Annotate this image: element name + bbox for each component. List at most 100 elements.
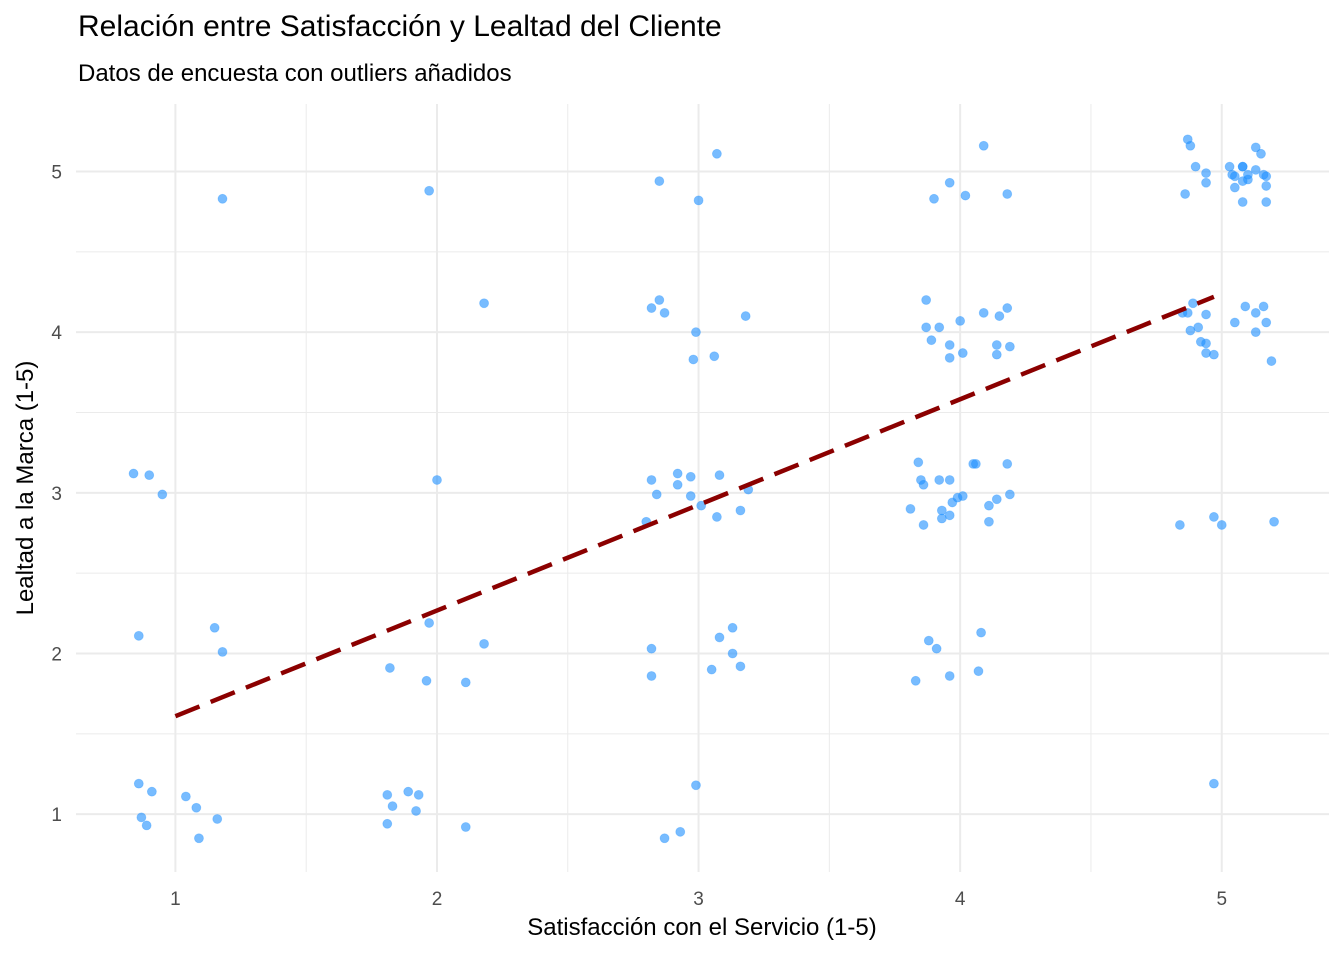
- data-point: [1256, 148, 1266, 159]
- data-point: [1002, 458, 1013, 469]
- data-point: [685, 471, 696, 482]
- data-point: [696, 500, 707, 511]
- data-point: [1201, 168, 1211, 178]
- data-point: [913, 457, 924, 468]
- data-point: [432, 475, 442, 485]
- data-point: [1237, 197, 1248, 207]
- data-point: [1261, 181, 1272, 191]
- data-point: [944, 671, 955, 681]
- data-point: [957, 348, 968, 358]
- data-point: [1174, 520, 1185, 530]
- data-point: [944, 352, 955, 363]
- data-point: [646, 671, 657, 681]
- data-point: [1002, 189, 1013, 199]
- x-tick-label: 3: [693, 889, 704, 910]
- y-tick-label: 1: [51, 805, 62, 826]
- data-point: [1188, 298, 1198, 309]
- trend-line: [174, 294, 1215, 719]
- data-point: [1209, 778, 1219, 789]
- data-point: [387, 801, 398, 812]
- data-point: [1201, 348, 1211, 358]
- data-point: [1216, 520, 1227, 530]
- data-point: [929, 193, 939, 204]
- data-point: [1002, 303, 1013, 313]
- y-axis-ticks: 1 2 3 4 5: [51, 162, 62, 826]
- data-point: [691, 780, 701, 791]
- data-point: [1224, 161, 1235, 172]
- data-point: [1201, 338, 1211, 349]
- data-point: [973, 666, 984, 677]
- data-point: [1229, 317, 1240, 328]
- x-tick-label: 5: [1216, 889, 1227, 910]
- data-point: [217, 193, 228, 204]
- data-point: [944, 475, 955, 485]
- data-point: [1250, 142, 1261, 153]
- data-point: [146, 786, 157, 797]
- data-point: [936, 513, 947, 524]
- data-point: [654, 295, 665, 305]
- data-point: [991, 340, 1002, 350]
- y-tick-label: 2: [51, 644, 62, 665]
- data-point: [1261, 171, 1272, 182]
- data-point: [955, 316, 966, 326]
- y-tick-label: 4: [51, 323, 62, 344]
- data-point: [128, 468, 139, 479]
- data-point: [984, 500, 994, 511]
- data-point: [944, 510, 955, 521]
- data-point: [141, 820, 152, 831]
- data-point: [905, 503, 916, 514]
- data-point: [1201, 309, 1211, 320]
- data-point: [688, 354, 699, 365]
- data-point: [646, 303, 657, 313]
- data-point: [994, 311, 1005, 321]
- data-point: [460, 677, 471, 688]
- data-point: [1261, 197, 1272, 207]
- data-point: [957, 491, 968, 501]
- data-point: [706, 664, 717, 675]
- data-point: [709, 351, 720, 362]
- data-point: [978, 307, 989, 318]
- major-gridlines: [76, 104, 1329, 872]
- data-point: [1190, 161, 1201, 172]
- x-tick-label: 2: [432, 889, 443, 910]
- data-point: [479, 298, 489, 309]
- data-point: [1209, 349, 1219, 360]
- data-point: [921, 322, 932, 333]
- data-point: [714, 632, 725, 643]
- data-point: [910, 675, 921, 686]
- data-point: [403, 786, 414, 797]
- chart-subtitle: Datos de encuesta con outliers añadidos: [78, 60, 512, 87]
- data-point: [1261, 317, 1272, 328]
- data-point: [136, 812, 147, 823]
- data-point: [382, 818, 393, 829]
- data-point: [413, 789, 424, 800]
- data-point: [1269, 516, 1279, 527]
- data-point: [944, 177, 955, 188]
- data-point: [934, 475, 945, 485]
- data-point: [411, 806, 421, 816]
- data-point: [918, 520, 929, 530]
- data-point: [1185, 325, 1196, 336]
- data-point: [217, 646, 228, 657]
- data-point: [1266, 356, 1277, 366]
- data-point: [960, 190, 971, 201]
- data-point: [1250, 164, 1261, 175]
- data-point: [651, 489, 662, 500]
- data-point: [931, 643, 942, 654]
- minor-gridlines: [76, 104, 1329, 872]
- data-point: [740, 311, 751, 321]
- data-point: [1209, 512, 1219, 522]
- data-point: [672, 479, 683, 490]
- x-axis-label: Satisfacción con el Servicio (1-5): [527, 914, 877, 941]
- data-point: [1237, 161, 1248, 172]
- x-tick-label: 1: [170, 889, 181, 910]
- data-point: [1250, 307, 1261, 318]
- data-point: [212, 814, 223, 824]
- data-point: [714, 470, 725, 481]
- data-point: [424, 185, 435, 196]
- data-point: [727, 648, 738, 659]
- data-point: [659, 307, 670, 318]
- data-point: [672, 468, 683, 479]
- data-point: [654, 176, 665, 187]
